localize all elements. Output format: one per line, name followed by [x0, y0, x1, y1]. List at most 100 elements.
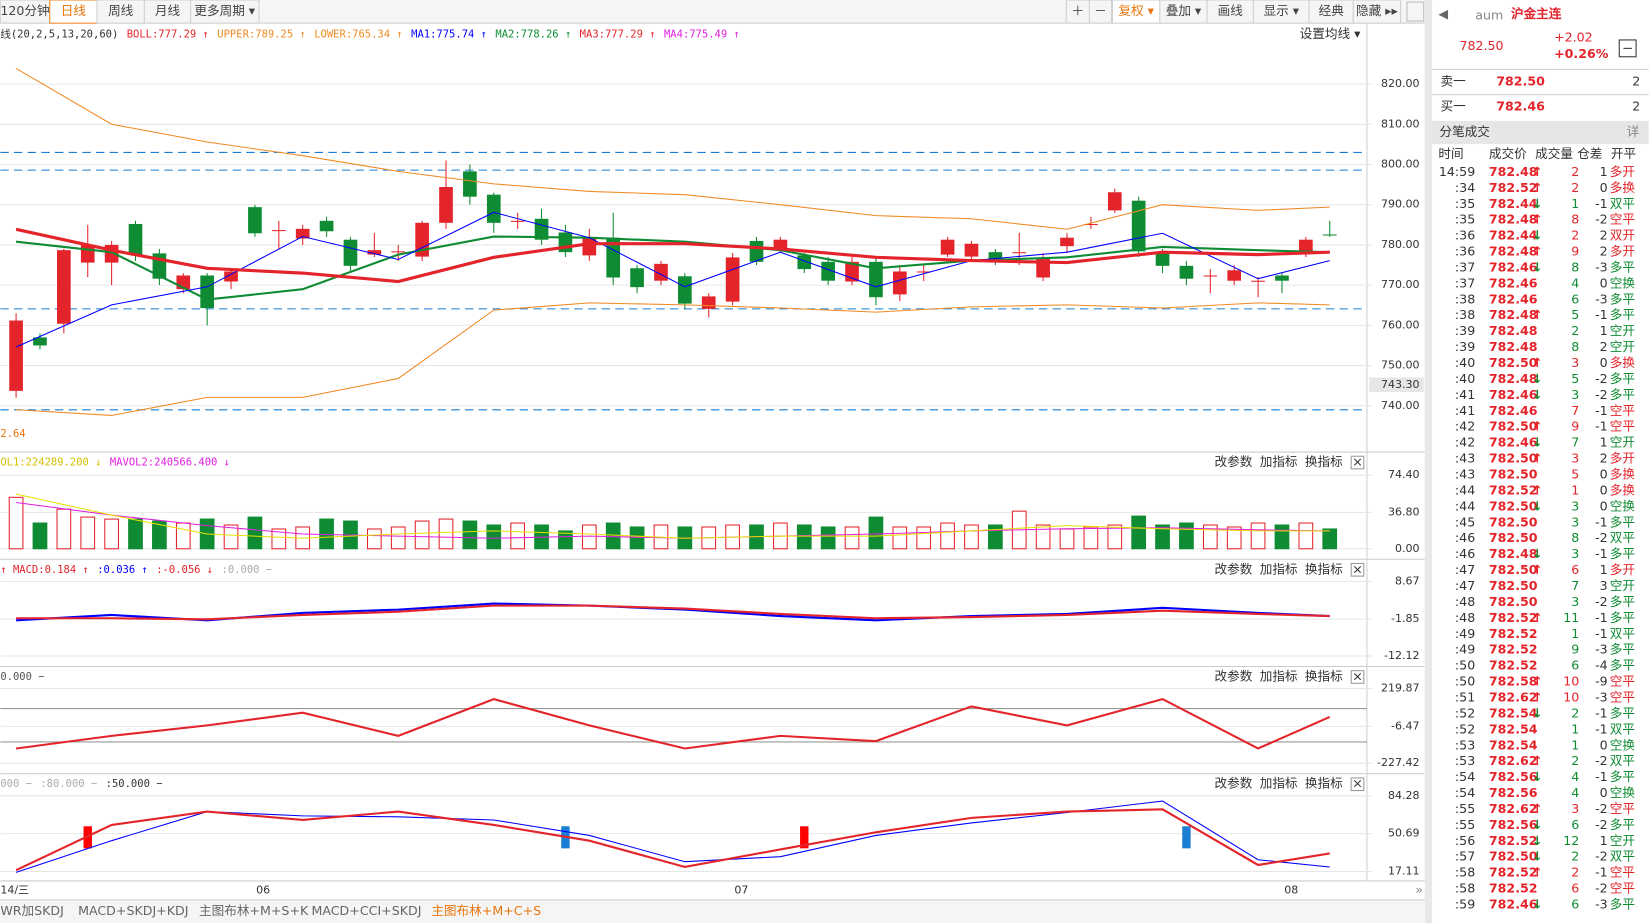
toolbar-tab-label[interactable]: 120分钟 — [0, 3, 49, 18]
tick-oi-change: -1 — [1595, 610, 1608, 625]
panel-button[interactable]: 加指标 — [1260, 669, 1298, 684]
tick-time: :37 — [1455, 275, 1475, 290]
tick-oi-change: -9 — [1595, 674, 1608, 689]
toolbar-button-label[interactable]: 复权 ▾ — [1118, 3, 1154, 18]
back-arrow[interactable]: ◀ — [1438, 6, 1448, 21]
fullscreen-button[interactable] — [1406, 1, 1425, 22]
volume-bar — [175, 522, 191, 550]
toolbar-button-label[interactable]: － — [1094, 3, 1107, 18]
toolbar-button-label[interactable]: 经典 — [1319, 3, 1345, 18]
layout-tab[interactable]: MACD+CCI+SKDJ — [311, 903, 421, 918]
tick-oi-change: 1 — [1600, 435, 1608, 450]
panel-button[interactable]: 改参数 — [1215, 561, 1253, 576]
indicator-value: MAVOL2:240566.400 ↓ — [110, 457, 230, 469]
quote-change-pct: +0.26% — [1554, 46, 1609, 61]
panel-button[interactable]: × — [1352, 669, 1363, 684]
indicator-line — [15, 800, 1330, 873]
toolbar-tab-label[interactable]: 日线 — [61, 3, 87, 18]
tick-time: :45 — [1455, 514, 1475, 529]
toolbar-button[interactable] — [1088, 0, 1113, 24]
tick-volume: 1 — [1571, 721, 1579, 736]
indicator-line — [15, 67, 1330, 230]
indicator-value: MA1:775.74 ↑ — [411, 29, 487, 41]
volume-bar — [80, 516, 96, 550]
tab-bar — [0, 899, 1425, 923]
tick-volume: 10 — [1563, 674, 1579, 689]
panel-button[interactable]: 加指标 — [1260, 561, 1298, 576]
candle-body — [773, 239, 788, 251]
ma-settings[interactable]: 设置均线 ▾ — [1300, 26, 1361, 41]
volume-bar — [605, 522, 621, 550]
panel-button[interactable]: 加指标 — [1260, 776, 1298, 791]
candle-body — [1299, 239, 1313, 253]
tick-price: 782.48 — [1489, 371, 1538, 386]
candle-body — [964, 243, 979, 257]
close-box[interactable] — [1350, 670, 1365, 684]
indicator-value: OL1:224289.200 ↓ — [0, 457, 101, 469]
tick-type: 空平 — [1610, 689, 1635, 704]
tick-type: 多平 — [1610, 594, 1635, 609]
panel-button[interactable]: 换指标 — [1305, 776, 1343, 791]
tick-time: :53 — [1455, 737, 1475, 752]
tick-price: 782.52 — [1489, 833, 1538, 848]
panel-button[interactable]: × — [1352, 454, 1363, 469]
tick-time: :52 — [1455, 721, 1475, 736]
tick-price: 782.52 — [1489, 482, 1538, 497]
tick-volume: 2 — [1571, 865, 1579, 880]
layout-tab[interactable]: 主图布林+M+S+K — [199, 903, 309, 918]
tick-volume: 2 — [1571, 705, 1579, 720]
panel-button[interactable]: 改参数 — [1215, 776, 1253, 791]
toolbar-tab-label[interactable]: 周线 — [108, 3, 134, 18]
panel-button[interactable]: 换指标 — [1305, 454, 1343, 469]
column-header: 成交量 — [1535, 146, 1573, 161]
panel-button[interactable]: 换指标 — [1305, 561, 1343, 576]
tick-volume: 2 — [1571, 228, 1579, 243]
layout-tab[interactable]: MACD+SKDJ+KDJ — [78, 903, 188, 918]
close-box[interactable] — [1350, 777, 1365, 792]
tick-type: 多换 — [1610, 180, 1636, 195]
layout-tab[interactable]: WR加SKDJ — [0, 903, 64, 918]
tick-price: 782.48 — [1489, 212, 1538, 227]
tick-price: 782.50 — [1489, 849, 1538, 864]
toolbar-tab-label[interactable]: 月线 — [155, 3, 181, 18]
tick-oi-change: -2 — [1595, 849, 1608, 864]
volume-bar — [1059, 528, 1075, 550]
tick-price: 782.56 — [1489, 817, 1538, 832]
candle-body — [1322, 234, 1337, 236]
tick-arrow: ↓ — [1532, 546, 1543, 561]
panel-button[interactable]: 改参数 — [1215, 669, 1253, 684]
y-tick-label: 760.00 — [1381, 318, 1420, 331]
y-tick-label: 219.87 — [1381, 682, 1420, 695]
toolbar-button-label[interactable]: 显示 ▾ — [1263, 3, 1299, 18]
toolbar-button[interactable] — [1352, 0, 1402, 24]
toolbar-button-label[interactable]: 叠加 ▾ — [1166, 3, 1202, 18]
candle-body — [486, 194, 501, 223]
tick-time: :48 — [1455, 610, 1475, 625]
toolbar-button-label[interactable]: 隐藏 ▸▸ — [1356, 3, 1399, 18]
panel-button[interactable]: 加指标 — [1260, 454, 1298, 469]
toolbar-tab-label[interactable]: 更多周期 ▾ — [194, 3, 255, 18]
tick-type: 多平 — [1610, 371, 1635, 386]
y-tick-label: 36.80 — [1388, 505, 1420, 518]
layout-tab[interactable]: 主图布林+M+C+S — [431, 903, 541, 918]
toolbar-button-label[interactable]: ＋ — [1072, 3, 1085, 18]
tick-arrow: ↓ — [1532, 817, 1543, 832]
tick-volume: 6 — [1571, 817, 1579, 832]
panel-button[interactable]: × — [1352, 561, 1363, 576]
close-box[interactable] — [1350, 455, 1365, 470]
tick-type: 多平 — [1610, 387, 1635, 402]
tick-type: 多平 — [1610, 307, 1635, 322]
panel-button[interactable]: 换指标 — [1305, 669, 1343, 684]
close-box[interactable] — [1350, 562, 1365, 577]
toolbar-tab[interactable] — [190, 0, 260, 24]
ticks-detail[interactable]: 详 — [1627, 124, 1640, 139]
tick-time: :40 — [1455, 371, 1475, 386]
panel-button[interactable]: 改参数 — [1215, 454, 1253, 469]
tick-price: 782.50 — [1489, 467, 1538, 482]
volume-bar — [1131, 515, 1147, 550]
scroll-arrow[interactable]: » — [1415, 882, 1423, 897]
indicator-value: LOWER:765.34 ↑ — [314, 29, 403, 41]
toolbar-button-label[interactable]: 画线 — [1218, 3, 1244, 18]
tick-oi-change: 1 — [1600, 833, 1608, 848]
panel-button[interactable]: × — [1352, 776, 1363, 791]
